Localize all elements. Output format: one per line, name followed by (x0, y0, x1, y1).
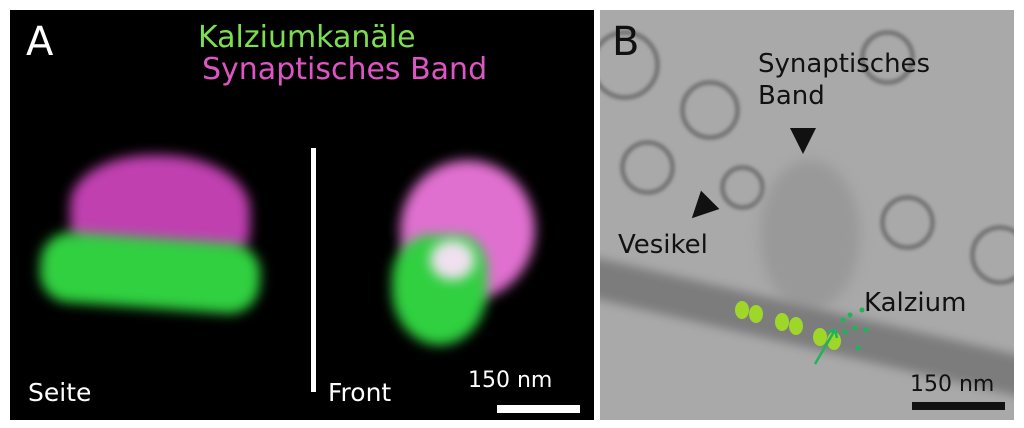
vesicle (860, 30, 915, 85)
side-view-label: Seite (28, 378, 92, 407)
panel-label-a: A (26, 19, 54, 65)
overlap-signal (430, 240, 475, 280)
vesicle (680, 80, 740, 140)
scale-bar-b (912, 402, 1005, 410)
vesicle (600, 30, 660, 100)
calcium-ions (840, 307, 869, 351)
panel-b-electron-tomogram: B Synaptisches Band Vesikel Kalzium 150 … (600, 10, 1014, 420)
calcium-annotation: Kalzium (864, 288, 967, 318)
vesicle (880, 195, 935, 250)
ribbon-annotation: Synaptisches Band (758, 49, 931, 111)
vesicle (620, 140, 675, 195)
scale-bar-a (497, 405, 580, 413)
legend-synaptic-ribbon: Synaptisches Band (202, 52, 488, 87)
ribbon-arrowhead-icon (790, 128, 816, 154)
scale-bar-label-b: 150 nm (910, 372, 995, 397)
calcium-channel-diagram (735, 301, 869, 365)
synaptic-ribbon (760, 160, 860, 310)
vesicle (720, 165, 765, 210)
vesicle (970, 225, 1014, 285)
vesicle-annotation: Vesikel (618, 230, 708, 260)
calcium-influx-arrow-icon (813, 328, 839, 365)
panel-label-b: B (612, 19, 640, 65)
legend-calcium-channels: Kalziumkanäle (198, 20, 416, 55)
channels-side-signal (37, 230, 263, 316)
calcium-channel-icon (735, 301, 841, 350)
divider-line (311, 148, 316, 392)
panel-a-fluorescence: A Kalziumkanäle Synaptisches Band Seite … (10, 10, 594, 420)
scale-bar-label-a: 150 nm (468, 368, 553, 393)
front-view-label: Front (328, 378, 392, 407)
